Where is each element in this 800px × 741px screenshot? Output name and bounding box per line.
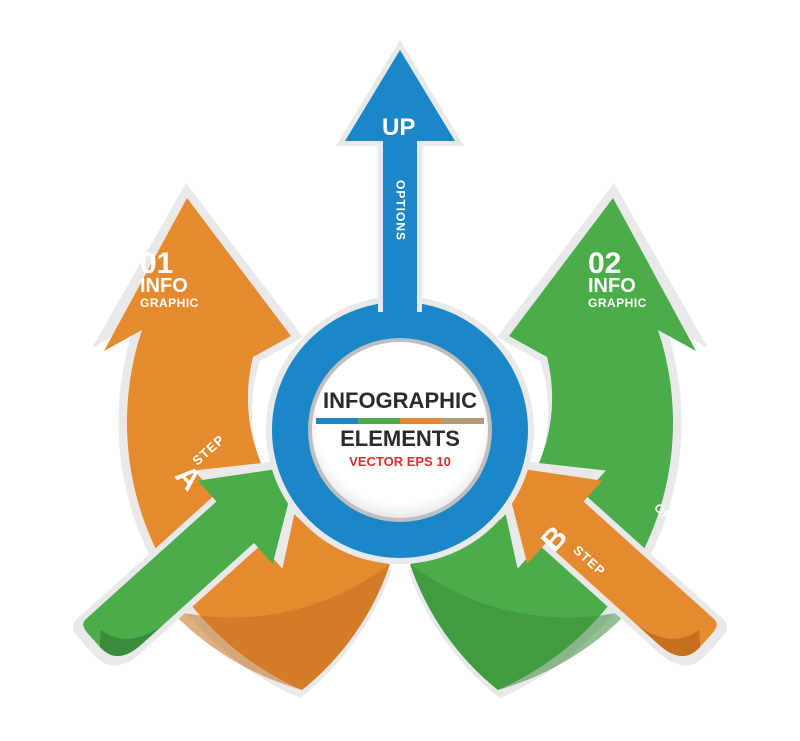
center-bar-segment — [442, 418, 484, 424]
infographic-stage: UP OPTIONS 01 INFO GRAPHIC 02 INFO GRAPH… — [0, 0, 800, 741]
center-color-bars — [290, 418, 510, 424]
center-subtitle: VECTOR EPS 10 — [290, 454, 510, 469]
arrow-02-line1: INFO — [588, 276, 647, 297]
center-bar-segment — [316, 418, 358, 424]
center-title-1: INFOGRAPHIC — [290, 388, 510, 414]
arrow-01-line1: INFO — [140, 276, 199, 297]
up-label: UP — [382, 115, 415, 140]
arrow-02-line2: GRAPHIC — [588, 297, 647, 310]
center-text: INFOGRAPHIC ELEMENTS VECTOR EPS 10 — [290, 388, 510, 469]
center-bar-segment — [358, 418, 400, 424]
arrow-01-line2: GRAPHIC — [140, 297, 199, 310]
center-title-2: ELEMENTS — [290, 426, 510, 452]
infographic-svg — [0, 0, 800, 741]
center-bar-segment — [400, 418, 442, 424]
up-options-label: OPTIONS — [394, 180, 407, 241]
arrow-02-text: 02 INFO GRAPHIC — [588, 248, 647, 309]
arrow-01-text: 01 INFO GRAPHIC — [140, 248, 199, 309]
